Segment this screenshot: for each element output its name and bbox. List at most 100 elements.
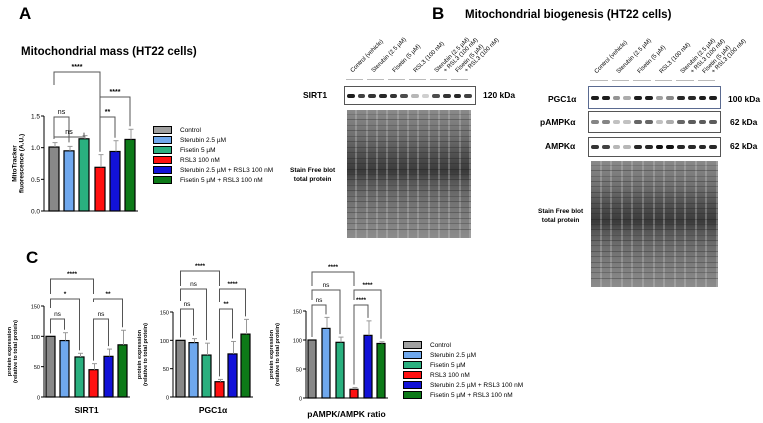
blot-band [666,95,674,100]
legend-label: Sterubin 2.5 µM [430,351,477,359]
sirt1-kda: 120 kDa [483,90,516,100]
svg-text:SIRT1: SIRT1 [74,405,98,415]
bar-4 [363,334,373,399]
lane-gap [407,110,409,238]
legend-swatch [153,146,172,154]
blot-band [612,120,621,124]
legend-swatch [153,136,172,144]
lane-divider [590,80,608,81]
legend-label: Fisetin 5 µM + RSL3 100 nM [430,391,513,399]
blot-band [666,120,674,124]
pampk-label: pAMPKα [540,117,576,127]
lane-gap [673,161,676,287]
sirt1-label: SIRT1 [303,90,328,100]
legend-item: Sterubin 2.5 µM [403,350,523,360]
legend-swatch [153,166,172,174]
blot-band [634,145,642,149]
blot-band [421,93,430,98]
legend-swatch [403,391,422,399]
legend-label: RSL3 100 nM [430,371,470,379]
bar-3 [214,381,225,398]
lane-divider [633,80,651,81]
pgc1a-blot [588,86,721,109]
svg-text:****: **** [362,282,373,289]
blot-band [709,120,717,124]
blot-band [677,120,685,124]
svg-text:protein expression(relative to: protein expression(relative to total pro… [7,320,19,383]
bar-5 [240,333,251,398]
blot-band [634,120,642,124]
svg-text:100: 100 [293,339,302,345]
bar-0 [175,339,186,398]
lane-gap [684,161,687,287]
bar-0 [307,339,317,399]
legend-item: RSL3 100 nM [153,155,273,165]
svg-text:50: 50 [163,367,169,373]
blot-band [601,120,610,124]
legend-item: Control [153,125,273,135]
protein-band-row [591,186,718,188]
legend-swatch [403,371,422,379]
bar-2 [74,356,85,398]
stain-label-line1: Stain Free blot [538,208,584,215]
svg-text:ns: ns [190,281,198,288]
blot-band [347,93,355,98]
blot-band [612,95,621,100]
blot-band [389,93,398,98]
svg-text:****: **** [195,263,206,270]
bar-3 [88,369,99,398]
legend-swatch [403,351,422,359]
panel-b-title: Mitochondrial biogenesis (HT22 cells) [465,9,672,21]
legend-item: Control [403,340,523,350]
blot-band [591,95,599,100]
svg-text:150: 150 [293,310,302,316]
blot-band [601,145,610,149]
legend-label: Sterubin 2.5 µM [180,136,227,144]
blot-band [634,95,642,100]
chart-mitochondrial-mass: 0.00.51.01.5nsns**********MitoTrackerflu… [11,64,138,216]
blot-band [443,93,451,98]
blot-band [368,93,376,98]
bar-4 [109,150,121,212]
blot-band [379,93,387,98]
pampk-kda: 62 kDa [730,117,758,127]
protein-band-row [591,261,718,263]
protein-band-row [591,234,718,236]
lane-gap [469,110,471,238]
protein-band-row [591,191,718,193]
protein-band-row [591,175,718,177]
svg-text:MitoTrackerfluorescence (A.U.): MitoTrackerfluorescence (A.U.) [11,134,25,193]
svg-text:ns: ns [184,301,192,308]
svg-text:****: **** [328,264,339,271]
lane-divider [346,79,363,80]
blot-band [357,93,366,98]
svg-text:1.0: 1.0 [31,145,40,152]
svg-text:150: 150 [160,311,169,317]
protein-band-row [347,124,471,126]
legend-panel-a: Control Sterubin 2.5 µM Fisetin 5 µM RSL3 1… [153,125,273,185]
protein-band-row [591,224,718,225]
blot-band [400,93,408,98]
lane-gap [641,161,644,287]
protein-band-row [347,223,471,225]
blot-band [698,145,707,149]
lane-divider [611,80,629,81]
pgc1a-kda: 100 kDa [728,94,761,104]
lane-gap [716,161,718,287]
bar-2 [78,138,90,212]
svg-text:ns: ns [98,311,106,318]
svg-text:0: 0 [37,396,40,402]
protein-band-row [591,256,718,258]
stain-free-label-right: Stain Free blot total protein [538,207,583,225]
protein-band-row [347,152,471,154]
blot-band [687,95,696,100]
protein-band-row [591,218,718,220]
stain-free-blot-left [347,110,471,238]
svg-text:ns: ns [65,129,73,136]
legend-item: Sterubin 2.5 µM + RSL3 100 nM [403,380,523,390]
svg-text:**: ** [105,291,111,298]
protein-band-row [347,195,471,197]
lane-gap [620,161,623,287]
protein-band-row [347,130,471,132]
stain-label-line1: Stain Free blot [290,167,336,174]
